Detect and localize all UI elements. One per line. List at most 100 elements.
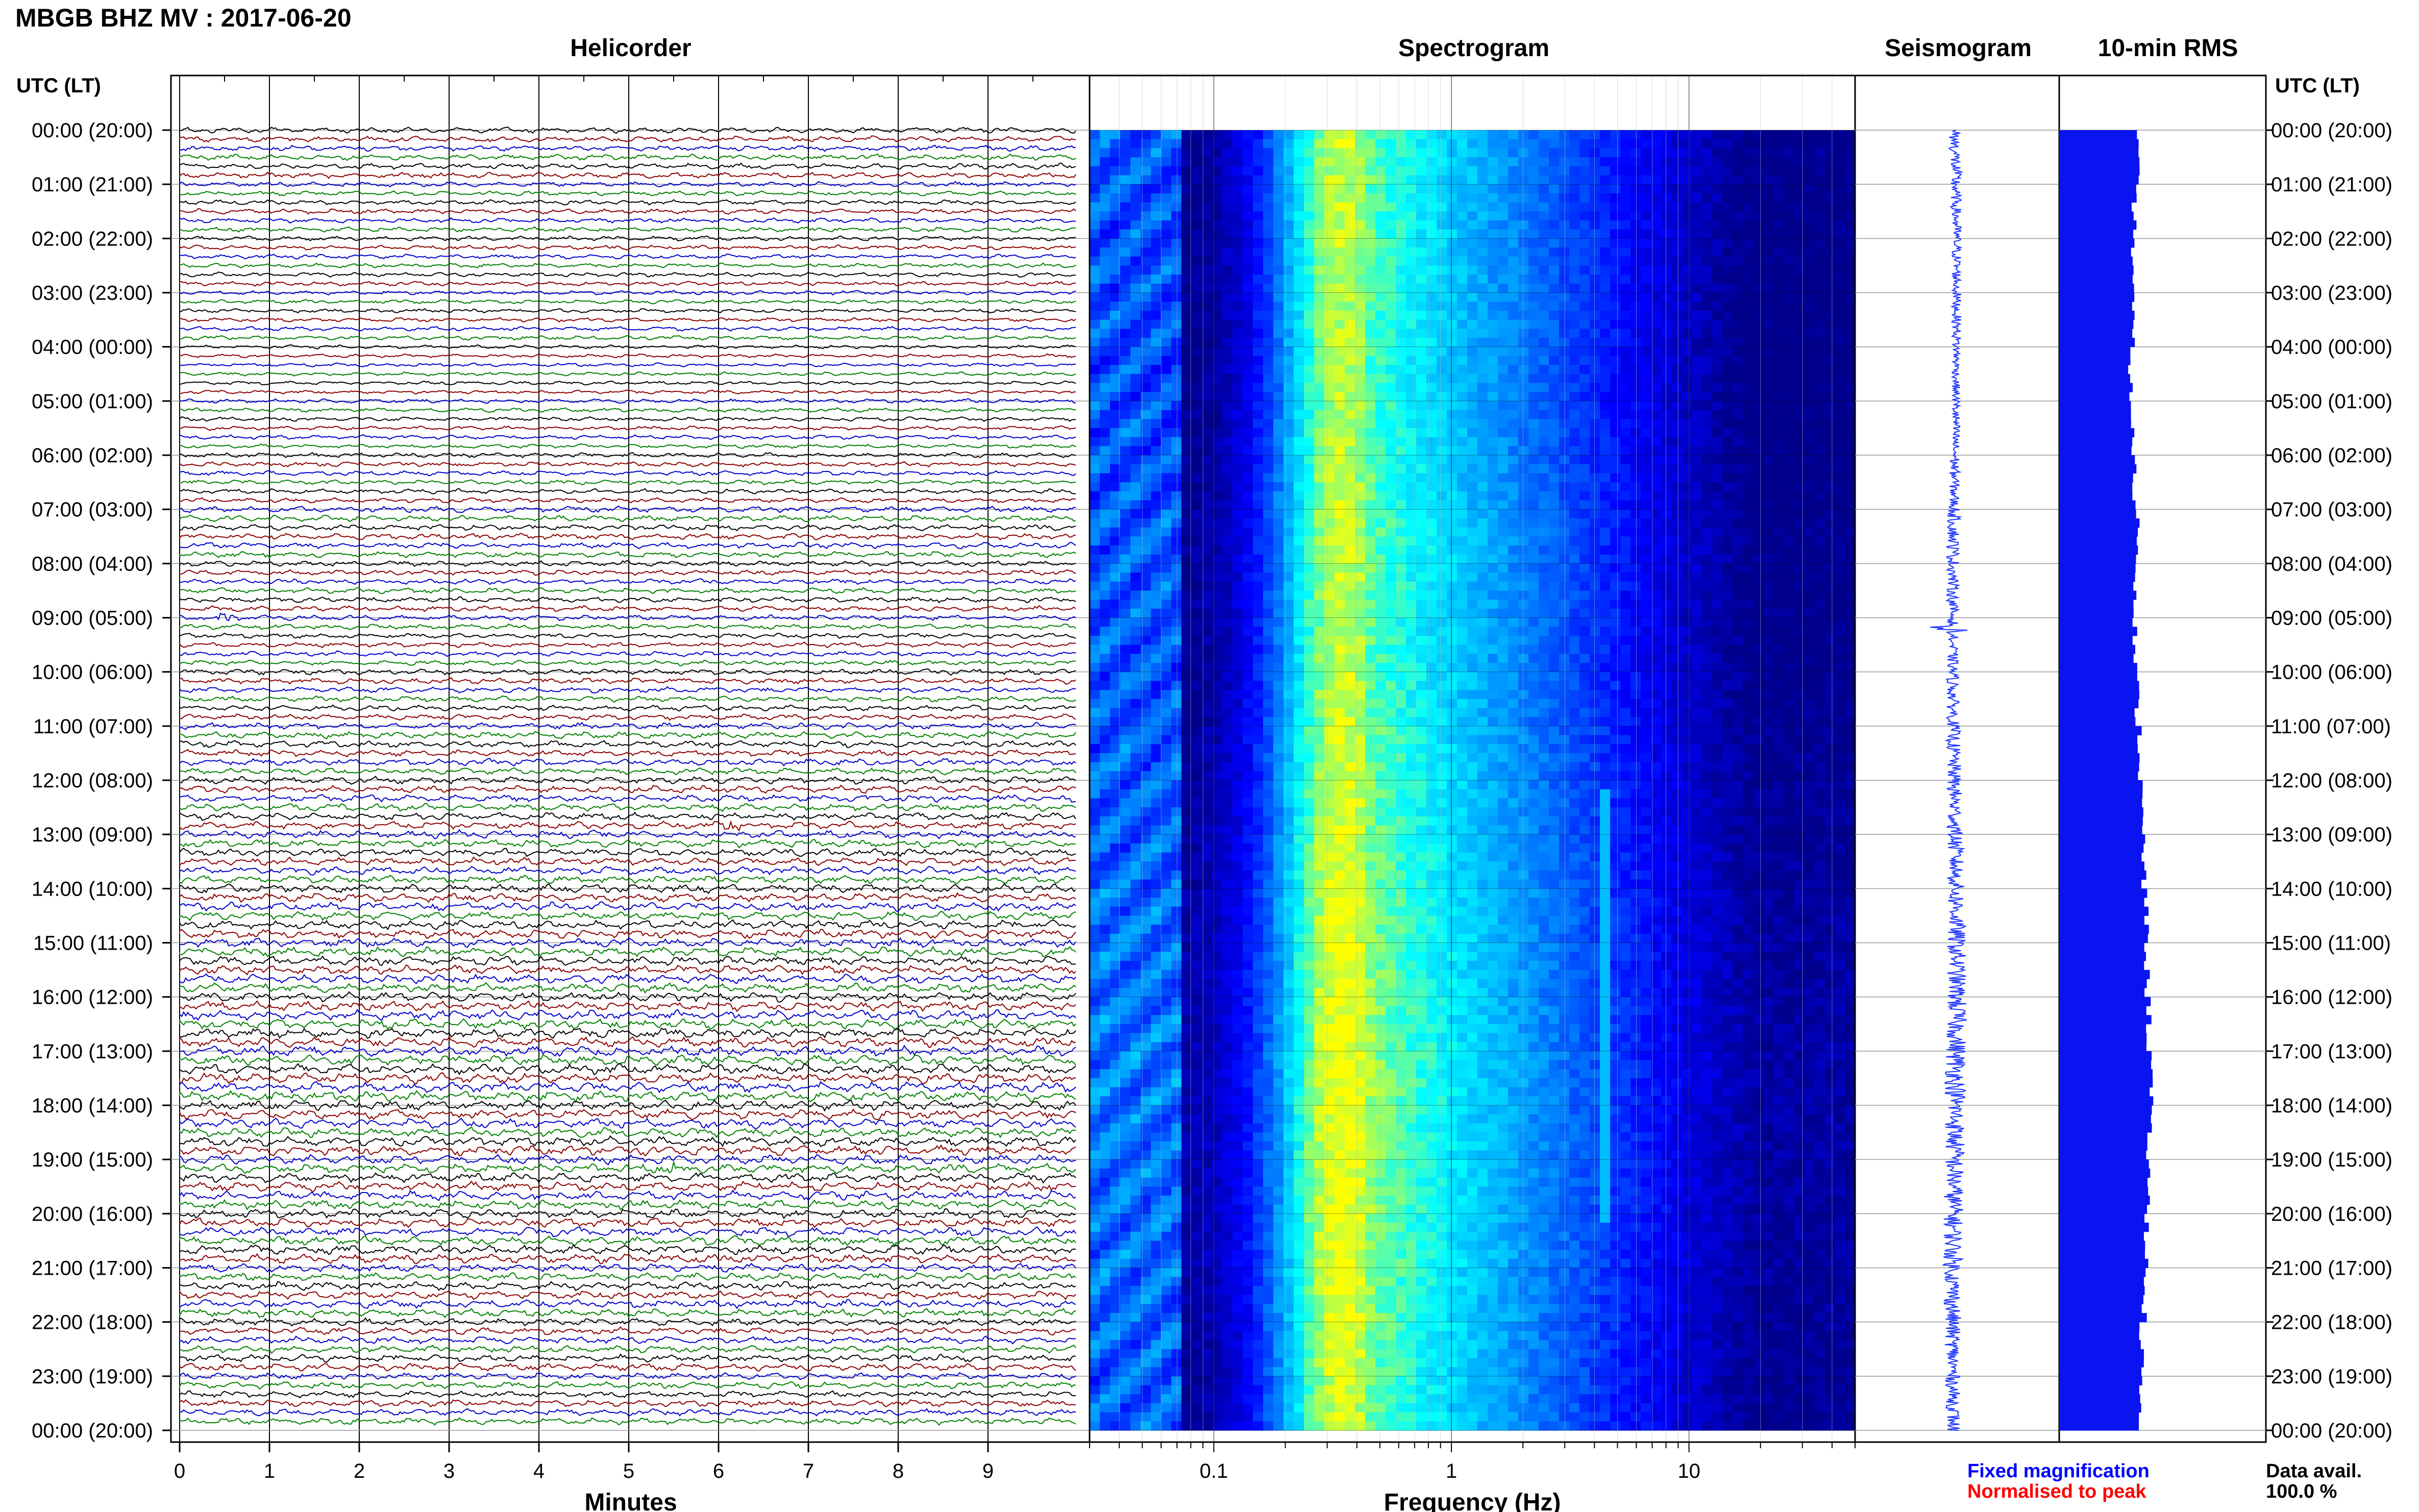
spectrogram-cell — [1743, 238, 1754, 248]
spectrogram-cell — [1294, 681, 1304, 690]
spectrogram-cell — [1579, 473, 1590, 483]
spectrogram-cell — [1539, 130, 1549, 140]
spectrogram-cell — [1314, 518, 1325, 528]
spectrogram-cell — [1804, 356, 1815, 365]
spectrogram-cell — [1426, 184, 1437, 194]
spectrogram-cell — [1375, 635, 1386, 646]
spectrogram-cell — [1222, 518, 1233, 528]
spectrogram-cell — [1151, 193, 1162, 203]
spectrogram-cell — [1641, 139, 1651, 148]
spectrogram-cell — [1120, 130, 1131, 140]
spectrogram-cell — [1192, 130, 1202, 140]
spectrogram-cell — [1416, 590, 1427, 600]
spectrogram-cell — [1702, 329, 1713, 338]
spectrogram-cell — [1814, 563, 1825, 573]
spectrogram-cell — [1508, 437, 1519, 447]
spectrogram-cell — [1100, 401, 1110, 411]
spectrogram-cell — [1283, 229, 1294, 239]
helicorder-trace — [179, 1160, 1076, 1174]
spectrogram-cell — [1110, 392, 1121, 402]
spectrogram-cell — [1273, 319, 1284, 329]
spectrogram-cell — [1202, 581, 1213, 591]
spectrogram-cell — [1386, 545, 1396, 555]
spectrogram-cell — [1559, 383, 1570, 392]
time-label-left: 09:00 (05:00) — [32, 607, 153, 630]
spectrogram-cell — [1753, 509, 1764, 519]
spectrogram-cell — [1314, 446, 1325, 456]
spectrogram-cell — [1181, 157, 1192, 167]
spectrogram-cell — [1416, 193, 1427, 203]
spectrogram-cell — [1375, 446, 1386, 456]
spectrogram-cell — [1212, 545, 1223, 555]
spectrogram-cell — [1722, 229, 1733, 239]
spectrogram-cell — [1253, 166, 1264, 176]
spectrogram-cell — [1273, 545, 1284, 555]
spectrogram-cell — [1232, 645, 1243, 654]
spectrogram-cell — [1763, 563, 1774, 573]
spectrogram-cell — [1814, 635, 1825, 646]
spectrogram-cell — [1498, 175, 1509, 185]
spectrogram-cell — [1773, 446, 1784, 456]
spectrogram-cell — [1335, 617, 1345, 627]
spectrogram-cell — [1365, 627, 1376, 636]
helicorder-title: Helicorder — [570, 35, 691, 62]
spectrogram-cell — [1835, 410, 1845, 419]
spectrogram-cell — [1722, 635, 1733, 646]
spectrogram-cell — [1181, 346, 1192, 356]
spectrogram-cell — [1661, 573, 1672, 582]
helicorder-trace — [179, 461, 1076, 467]
spectrogram-cell — [1835, 220, 1845, 230]
spectrogram-cell — [1794, 590, 1805, 600]
spectrogram-cell — [1814, 573, 1825, 582]
spectrogram-cell — [1467, 238, 1478, 248]
spectrogram-cell — [1283, 672, 1294, 681]
spectrogram-cell — [1671, 392, 1682, 402]
spectrogram-cell — [1171, 256, 1182, 266]
spectrogram-cell — [1396, 193, 1406, 203]
spectrogram-cell — [1539, 148, 1549, 158]
spectrogram-cell — [1110, 446, 1121, 456]
spectrogram-cell — [1335, 130, 1345, 140]
spectrogram-cell — [1549, 608, 1560, 618]
spectrogram-cell — [1335, 166, 1345, 176]
spectrogram-cell — [1763, 202, 1774, 212]
spectrogram-cell — [1743, 446, 1754, 456]
spectrogram-cell — [1620, 573, 1631, 582]
spectrogram-cell — [1304, 455, 1315, 465]
spectrogram-cell — [1345, 247, 1355, 257]
spectrogram-cell — [1610, 437, 1621, 447]
spectrogram-cell — [1559, 536, 1570, 546]
spectrogram-cell — [1406, 319, 1417, 329]
spectrogram-cell — [1467, 374, 1478, 384]
spectrogram-cell — [1508, 256, 1519, 266]
spectrogram-cell — [1151, 608, 1162, 618]
spectrogram-cell — [1386, 365, 1396, 375]
spectrogram-cell — [1447, 130, 1458, 140]
spectrogram-cell — [1773, 202, 1784, 212]
spectrogram-cell — [1692, 275, 1702, 284]
spectrogram-cell — [1590, 157, 1600, 167]
spectrogram-cell — [1141, 184, 1151, 194]
spectrogram-cell — [1631, 600, 1641, 609]
spectrogram-cell — [1406, 365, 1417, 375]
spectrogram-cell — [1590, 166, 1600, 176]
spectrogram-cell — [1314, 356, 1325, 365]
spectrogram-cell — [1682, 545, 1692, 555]
spectrogram-cell — [1447, 383, 1458, 392]
spectrogram-cell — [1130, 455, 1141, 465]
spectrogram-cell — [1335, 238, 1345, 248]
spectrogram-cell — [1324, 401, 1335, 411]
spectrogram-cell — [1406, 283, 1417, 293]
spectrogram-cell — [1814, 581, 1825, 591]
spectrogram-cell — [1335, 365, 1345, 375]
time-label-left: 05:00 (01:00) — [32, 390, 153, 413]
spectrogram-cell — [1814, 329, 1825, 338]
spectrogram-cell — [1641, 392, 1651, 402]
spectrogram-cell — [1641, 473, 1651, 483]
spectrogram-cell — [1682, 627, 1692, 636]
spectrogram-cell — [1467, 148, 1478, 158]
spectrogram-cell — [1263, 346, 1274, 356]
helicorder-trace — [179, 632, 1076, 639]
spectrogram-cell — [1784, 617, 1794, 627]
